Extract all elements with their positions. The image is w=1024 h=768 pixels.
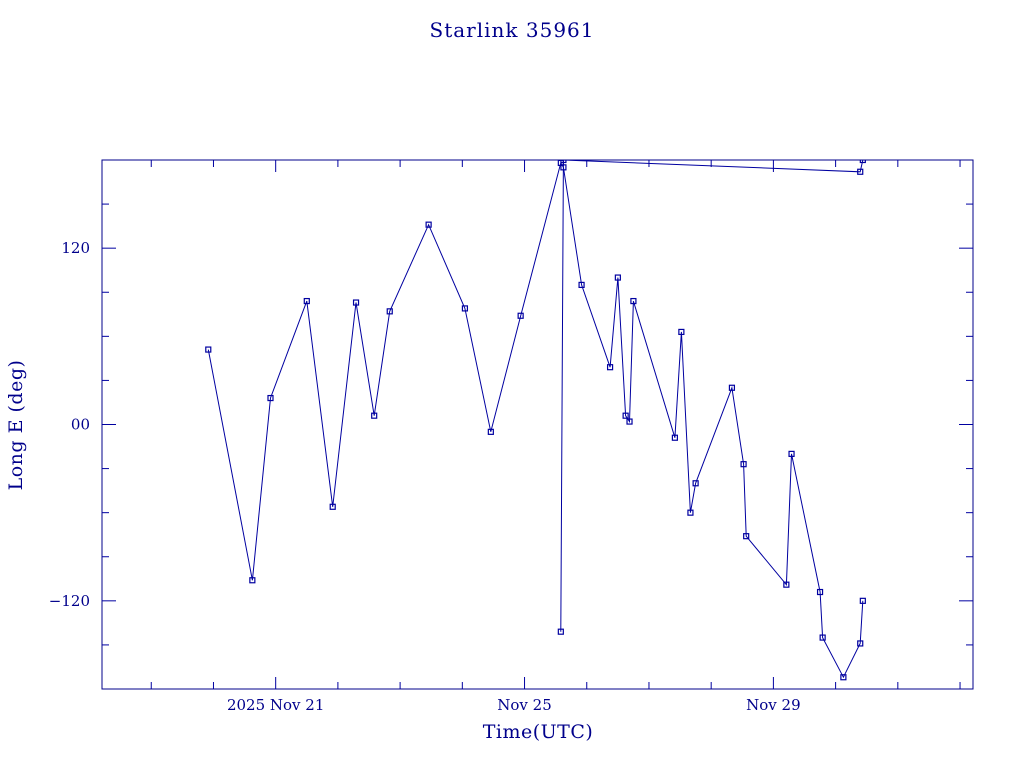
data-point bbox=[692, 480, 699, 487]
series-layer bbox=[205, 160, 866, 681]
data-point bbox=[329, 503, 336, 510]
data-point bbox=[783, 581, 790, 588]
x-axis-label: Time(UTC) bbox=[483, 721, 594, 743]
axis-ticks bbox=[102, 160, 973, 689]
data-point bbox=[303, 297, 310, 305]
data-point bbox=[560, 160, 567, 164]
data-point bbox=[857, 168, 864, 175]
data-point bbox=[626, 418, 633, 425]
y-tick-label: 00 bbox=[71, 416, 90, 434]
series-line bbox=[560, 160, 864, 632]
data-point bbox=[840, 674, 847, 681]
data-point bbox=[740, 461, 747, 468]
data-point bbox=[487, 428, 494, 435]
x-tick-label: 2025 Nov 21 bbox=[227, 696, 324, 714]
y-tick-label: −120 bbox=[49, 592, 90, 610]
series-line bbox=[207, 161, 864, 679]
x-tick-label: Nov 29 bbox=[746, 696, 801, 714]
data-point bbox=[630, 297, 637, 305]
data-point bbox=[606, 364, 614, 371]
data-point bbox=[859, 160, 866, 164]
data-point bbox=[461, 305, 469, 312]
data-point bbox=[517, 312, 524, 319]
chart-title: Starlink 35961 bbox=[430, 18, 595, 42]
data-point bbox=[578, 281, 585, 289]
data-point bbox=[622, 412, 629, 419]
data-point bbox=[728, 384, 736, 391]
data-point bbox=[386, 308, 393, 315]
y-tick-label: 120 bbox=[61, 239, 90, 257]
data-point bbox=[816, 588, 824, 596]
plot-frame bbox=[101, 159, 974, 690]
data-point bbox=[557, 628, 564, 635]
data-point bbox=[249, 577, 256, 584]
data-point bbox=[205, 346, 212, 353]
data-point bbox=[678, 328, 685, 336]
data-point bbox=[859, 597, 866, 604]
x-tick-label: Nov 25 bbox=[497, 696, 552, 714]
data-point bbox=[788, 450, 795, 457]
data-point bbox=[352, 299, 360, 306]
data-point bbox=[687, 509, 694, 516]
data-point bbox=[267, 394, 274, 402]
data-point bbox=[671, 434, 678, 441]
data-point bbox=[371, 412, 378, 419]
data-point bbox=[743, 533, 750, 540]
data-point bbox=[614, 274, 621, 281]
y-axis-label: Long E (deg) bbox=[5, 360, 27, 491]
data-point bbox=[857, 640, 864, 647]
data-point bbox=[425, 221, 432, 228]
axis-tick-labels: 2025 Nov 21 Nov 25 Nov 29 120 00 −120 bbox=[49, 239, 801, 714]
data-point bbox=[819, 634, 826, 641]
